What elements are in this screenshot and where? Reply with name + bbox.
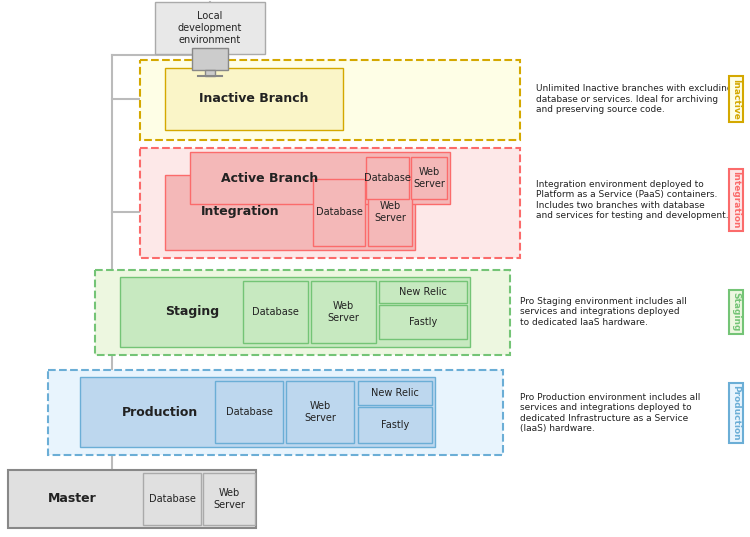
Text: Web
Server: Web Server: [213, 488, 245, 510]
Bar: [120, 277, 470, 347]
Text: Staging: Staging: [165, 306, 219, 318]
Bar: [358, 381, 432, 405]
Text: Pro Staging environment includes all
services and integrations deployed
to dedic: Pro Staging environment includes all ser…: [520, 297, 687, 327]
Bar: [95, 270, 510, 355]
Text: Production: Production: [122, 405, 198, 418]
Text: Database: Database: [148, 494, 196, 504]
Text: Fastly: Fastly: [381, 420, 410, 430]
Bar: [366, 157, 409, 199]
Text: New Relic: New Relic: [399, 287, 447, 297]
Bar: [80, 377, 435, 447]
Text: Web
Server: Web Server: [304, 401, 336, 423]
Bar: [190, 152, 450, 204]
Bar: [140, 148, 520, 258]
Text: Inactive: Inactive: [731, 78, 740, 119]
Bar: [313, 179, 365, 246]
Text: Integration: Integration: [201, 206, 279, 219]
Text: Web
Server: Web Server: [413, 167, 445, 189]
Bar: [215, 381, 283, 443]
Bar: [205, 70, 215, 76]
Bar: [368, 179, 412, 246]
Bar: [243, 281, 308, 343]
Text: Active Branch: Active Branch: [221, 171, 319, 185]
Text: Integration: Integration: [731, 171, 740, 229]
Bar: [203, 473, 255, 525]
Text: Production: Production: [731, 385, 740, 441]
Text: Database: Database: [226, 407, 272, 417]
Bar: [286, 381, 354, 443]
Text: Inactive Branch: Inactive Branch: [200, 92, 309, 105]
Text: Database: Database: [364, 173, 410, 183]
Bar: [140, 60, 520, 140]
Text: Database: Database: [251, 307, 298, 317]
Bar: [143, 473, 201, 525]
Bar: [358, 407, 432, 443]
Text: Master: Master: [48, 492, 96, 505]
Bar: [48, 370, 503, 455]
Text: Web
Server: Web Server: [374, 201, 406, 223]
Bar: [311, 281, 376, 343]
Bar: [8, 470, 256, 528]
Text: Staging: Staging: [731, 292, 740, 332]
Text: Database: Database: [316, 207, 362, 217]
Bar: [165, 68, 343, 130]
Text: Integration environment deployed to
Platform as a Service (PaaS) containers.
Inc: Integration environment deployed to Plat…: [536, 180, 728, 220]
Text: Unlimited Inactive branches with excluding
database or services. Ideal for archi: Unlimited Inactive branches with excludi…: [536, 84, 733, 114]
Bar: [411, 157, 447, 199]
Text: Web
Server: Web Server: [327, 301, 359, 323]
Text: Fastly: Fastly: [409, 317, 437, 327]
Bar: [155, 2, 265, 54]
Text: New Relic: New Relic: [371, 388, 419, 398]
Text: Pro Production environment includes all
services and integrations deployed to
de: Pro Production environment includes all …: [520, 393, 701, 433]
Bar: [192, 48, 228, 70]
Bar: [165, 175, 415, 250]
Bar: [379, 281, 467, 303]
Bar: [379, 305, 467, 339]
Text: Local
development
environment: Local development environment: [178, 11, 242, 45]
